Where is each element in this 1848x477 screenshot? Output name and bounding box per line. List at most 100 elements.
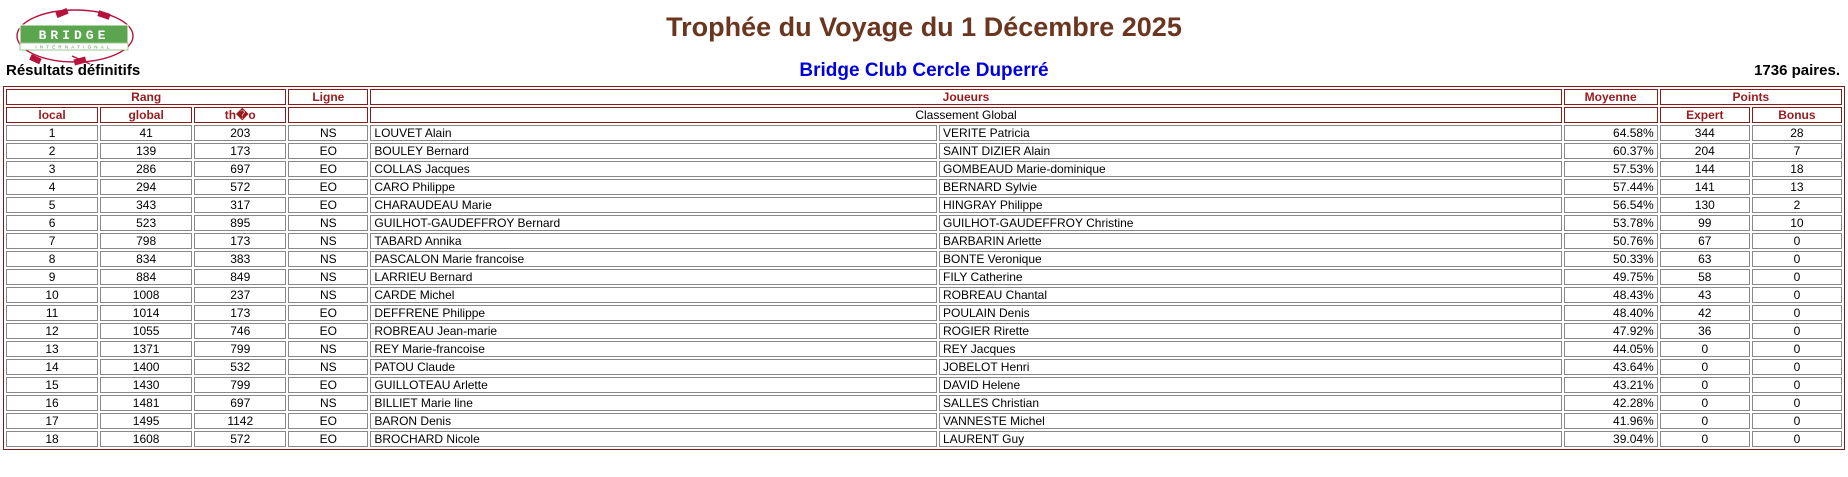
- cell-bonus: 0: [1751, 359, 1842, 375]
- cell-rang-local: 13: [6, 341, 99, 357]
- bridge-international-logo: BRIDGE INTERNATIONAL: [12, 6, 142, 68]
- cell-joueur-1: LOUVET Alain: [370, 125, 937, 141]
- cell-bonus: 0: [1751, 287, 1842, 303]
- header-rang-global: global: [100, 107, 193, 123]
- cell-rang-global: 286: [100, 161, 193, 177]
- cell-moyenne: 39.04%: [1563, 431, 1658, 447]
- table-row: 12 1055 746 EO ROBREAU Jean-marie ROGIER…: [6, 323, 1842, 339]
- cell-joueur-1: DEFFRENE Philippe: [370, 305, 937, 321]
- cell-rang-local: 5: [6, 197, 99, 213]
- header-rang-theo: th�o: [194, 107, 287, 123]
- cell-moyenne: 56.54%: [1563, 197, 1658, 213]
- cell-ligne: NS: [288, 341, 369, 357]
- cell-rang-global: 41: [100, 125, 193, 141]
- table-row: 1 41 203 NS LOUVET Alain VERITE Patricia…: [6, 125, 1842, 141]
- cell-ligne: EO: [288, 143, 369, 159]
- cell-joueur-2: SALLES Christian: [938, 395, 1562, 411]
- cell-expert: 36: [1659, 323, 1750, 339]
- cell-ligne: EO: [288, 179, 369, 195]
- cell-rang-global: 834: [100, 251, 193, 267]
- cell-joueur-1: CARDE Michel: [370, 287, 937, 303]
- cell-moyenne: 50.33%: [1563, 251, 1658, 267]
- cell-moyenne: 57.53%: [1563, 161, 1658, 177]
- cell-rang-theo: 1142: [194, 413, 287, 429]
- table-row: 2 139 173 EO BOULEY Bernard SAINT DIZIER…: [6, 143, 1842, 159]
- cell-bonus: 0: [1751, 305, 1842, 321]
- cell-rang-theo: 799: [194, 377, 287, 393]
- cell-moyenne: 48.40%: [1563, 305, 1658, 321]
- cell-bonus: 0: [1751, 413, 1842, 429]
- cell-expert: 141: [1659, 179, 1750, 195]
- cell-rang-local: 2: [6, 143, 99, 159]
- cell-rang-local: 17: [6, 413, 99, 429]
- cell-rang-theo: 895: [194, 215, 287, 231]
- results-status-label: Résultats définitifs: [6, 62, 141, 79]
- cell-joueur-2: LAURENT Guy: [938, 431, 1562, 447]
- cell-joueur-2: GOMBEAUD Marie-dominique: [938, 161, 1562, 177]
- pairs-count-label: 1736 paires.: [1754, 62, 1840, 79]
- cell-joueur-2: HINGRAY Philippe: [938, 197, 1562, 213]
- table-row: 14 1400 532 NS PATOU Claude JOBELOT Henr…: [6, 359, 1842, 375]
- table-row: 6 523 895 NS GUILHOT-GAUDEFFROY Bernard …: [6, 215, 1842, 231]
- cell-ligne: EO: [288, 431, 369, 447]
- cell-joueur-2: DAVID Helene: [938, 377, 1562, 393]
- cell-rang-global: 1400: [100, 359, 193, 375]
- cell-joueur-1: ROBREAU Jean-marie: [370, 323, 937, 339]
- cell-rang-global: 343: [100, 197, 193, 213]
- cell-rang-local: 4: [6, 179, 99, 195]
- table-row: 11 1014 173 EO DEFFRENE Philippe POULAIN…: [6, 305, 1842, 321]
- header-moyenne: Moyenne: [1563, 89, 1658, 105]
- header-moyenne-empty: [1563, 107, 1658, 123]
- cell-rang-global: 1014: [100, 305, 193, 321]
- cell-joueur-1: BOULEY Bernard: [370, 143, 937, 159]
- cell-rang-local: 12: [6, 323, 99, 339]
- cell-joueur-1: CARO Philippe: [370, 179, 937, 195]
- cell-joueur-2: POULAIN Denis: [938, 305, 1562, 321]
- cell-bonus: 2: [1751, 197, 1842, 213]
- cell-rang-local: 9: [6, 269, 99, 285]
- cell-ligne: EO: [288, 197, 369, 213]
- cell-rang-local: 15: [6, 377, 99, 393]
- cell-joueur-2: FILY Catherine: [938, 269, 1562, 285]
- table-row: 3 286 697 EO COLLAS Jacques GOMBEAUD Mar…: [6, 161, 1842, 177]
- results-table-body: 1 41 203 NS LOUVET Alain VERITE Patricia…: [6, 125, 1842, 447]
- cell-moyenne: 64.58%: [1563, 125, 1658, 141]
- header-points: Points: [1659, 89, 1842, 105]
- cell-moyenne: 60.37%: [1563, 143, 1658, 159]
- cell-joueur-1: LARRIEU Bernard: [370, 269, 937, 285]
- table-row: 8 834 383 NS PASCALON Marie francoise BO…: [6, 251, 1842, 267]
- cell-ligne: NS: [288, 233, 369, 249]
- cell-rang-local: 7: [6, 233, 99, 249]
- cell-rang-theo: 572: [194, 179, 287, 195]
- info-line: Résultats définitifs Bridge Club Cercle …: [0, 60, 1848, 84]
- header-classement-global: Classement Global: [370, 107, 1562, 123]
- cell-joueur-2: VERITE Patricia: [938, 125, 1562, 141]
- logo-subtext: INTERNATIONAL: [35, 45, 112, 50]
- header-row-groups: Rang Ligne Joueurs Moyenne Points: [6, 89, 1842, 105]
- cell-moyenne: 41.96%: [1563, 413, 1658, 429]
- cell-expert: 0: [1659, 395, 1750, 411]
- table-row: 16 1481 697 NS BILLIET Marie line SALLES…: [6, 395, 1842, 411]
- cell-joueur-1: COLLAS Jacques: [370, 161, 937, 177]
- header-rang-local: local: [6, 107, 99, 123]
- cell-rang-global: 1055: [100, 323, 193, 339]
- cell-ligne: NS: [288, 215, 369, 231]
- cell-ligne: EO: [288, 377, 369, 393]
- cell-moyenne: 50.76%: [1563, 233, 1658, 249]
- cell-rang-theo: 746: [194, 323, 287, 339]
- cell-joueur-2: SAINT DIZIER Alain: [938, 143, 1562, 159]
- cell-bonus: 0: [1751, 233, 1842, 249]
- cell-joueur-2: BONTE Veronique: [938, 251, 1562, 267]
- cell-rang-theo: 173: [194, 305, 287, 321]
- cell-ligne: NS: [288, 125, 369, 141]
- cell-rang-global: 1430: [100, 377, 193, 393]
- cell-bonus: 28: [1751, 125, 1842, 141]
- cell-bonus: 18: [1751, 161, 1842, 177]
- header-joueurs: Joueurs: [370, 89, 1562, 105]
- cell-moyenne: 47.92%: [1563, 323, 1658, 339]
- table-row: 17 1495 1142 EO BARON Denis VANNESTE Mic…: [6, 413, 1842, 429]
- cell-bonus: 0: [1751, 269, 1842, 285]
- cell-rang-global: 884: [100, 269, 193, 285]
- cell-rang-theo: 799: [194, 341, 287, 357]
- cell-rang-theo: 317: [194, 197, 287, 213]
